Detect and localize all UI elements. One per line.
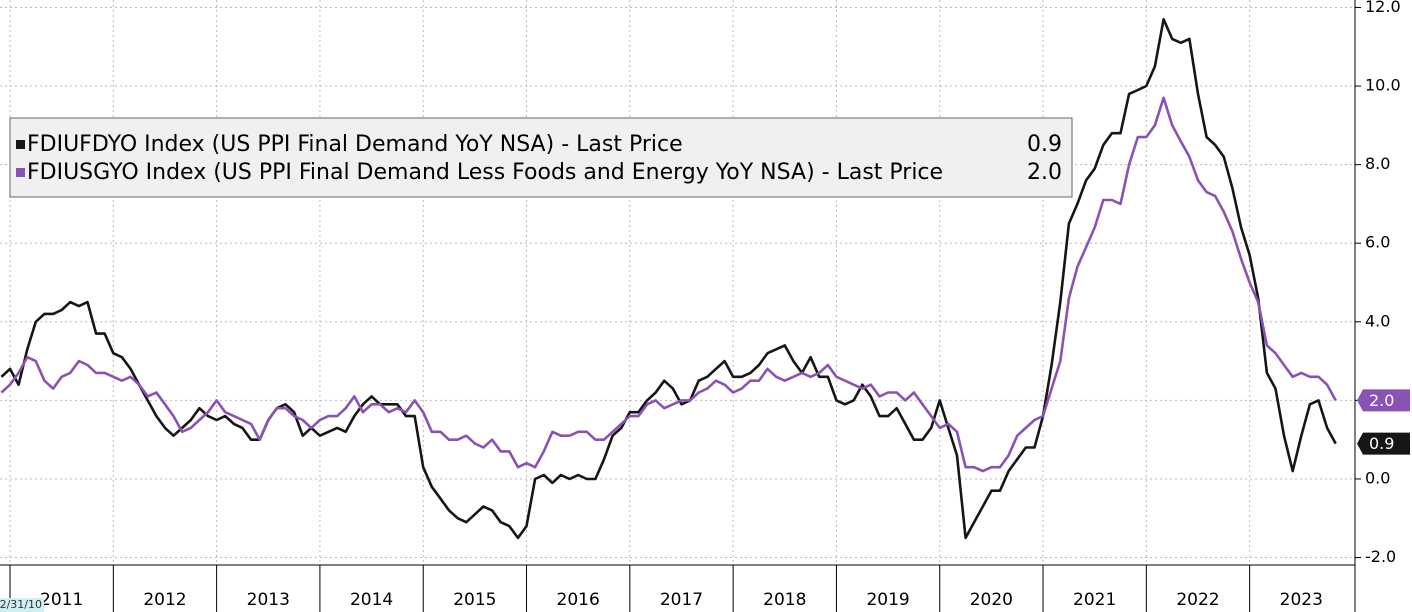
date-box [0,598,44,612]
tag-box [1357,389,1410,412]
y-tick-label: -2.0 [1365,547,1396,566]
x-tick-label: 2017 [660,590,703,610]
legend: FDIUFDYO Index (US PPI Final Demand YoY … [9,117,1073,198]
x-tick-label: 2013 [247,590,290,610]
x-tick-label: 2021 [1073,590,1116,610]
tag-label: 2.0 [1369,391,1394,410]
series-line [0,96,1337,473]
x-tick-label: 2016 [557,590,600,610]
y-tick-label: 8.0 [1365,154,1390,173]
series-line [0,18,1337,540]
y-tick-label: 10.0 [1365,76,1401,95]
x-tick-label: 2020 [970,590,1013,610]
x-tick-label: 2019 [866,590,909,610]
x-tick-label: 2012 [143,590,186,610]
start-date: 12/31/10 [0,598,42,611]
y-tick-label: 6.0 [1365,233,1390,252]
x-tick-label: 2015 [453,590,496,610]
legend-value: 2.0 [1027,160,1062,185]
tag-box [1357,432,1410,455]
x-tick-label: 2018 [763,590,806,610]
y-tick-label: 4.0 [1365,311,1390,330]
y-tick-label: 12.0 [1365,0,1401,16]
x-tick-label: 2014 [350,590,393,610]
legend-label: FDIUSGYO Index (US PPI Final Demand Less… [27,160,943,185]
legend-swatch [16,168,25,177]
y-tick-label: 0.0 [1365,468,1390,487]
x-tick-label: 2023 [1280,590,1323,610]
legend-label: FDIUFDYO Index (US PPI Final Demand YoY … [27,132,683,157]
tag-label: 0.9 [1369,434,1394,453]
last-price-tag: 0.9 [1357,432,1410,455]
x-tick-label: 2011 [40,590,83,610]
legend-swatch [16,140,25,149]
x-tick-label: 2022 [1176,590,1219,610]
legend-value: 0.9 [1027,132,1062,157]
legend-box [9,117,1073,198]
last-price-tag: 2.0 [1357,389,1410,412]
